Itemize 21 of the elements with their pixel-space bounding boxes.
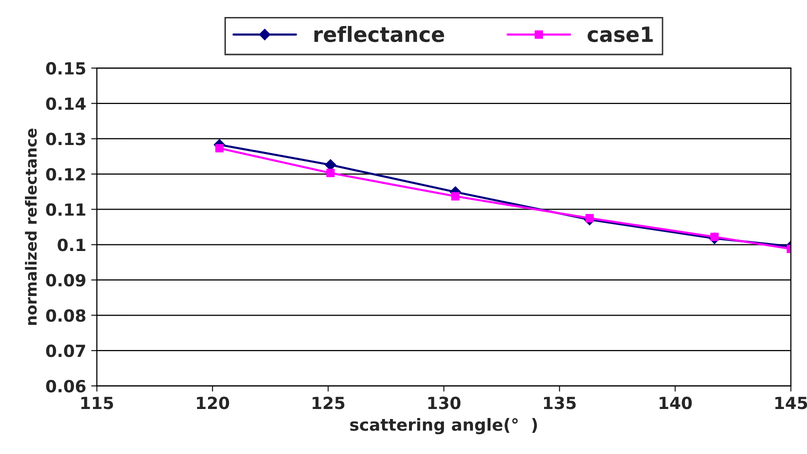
x-tick-label: 135 [544,396,576,410]
y-tick-label: 0.06 [46,380,86,392]
x-tick-label: 115 [81,396,114,410]
legend-label: reflectance [314,26,444,42]
y-tick-label: 0.15 [46,62,86,75]
x-axis-title: scattering angle(° ) [350,418,537,434]
x-tick-label: 125 [312,396,344,410]
y-tick-label: 0.11 [46,203,86,216]
y-tick-label: 0.07 [46,344,86,358]
x-tick-label: 140 [660,396,692,410]
y-tick-label: 0.14 [46,97,86,110]
y-tick-label: 0.1 [58,238,86,252]
y-tick-label: 0.13 [46,132,86,146]
x-tick-label: 120 [196,396,230,410]
x-tick-label: 130 [428,396,460,410]
y-tick-label: 0.08 [46,309,86,322]
y-tick-label: 0.09 [46,274,86,287]
y-axis-title: normalized reflectance [24,128,37,325]
legend-label: case1 [588,26,653,42]
x-tick-label: 145 [775,396,807,410]
y-tick-label: 0.12 [46,168,85,181]
